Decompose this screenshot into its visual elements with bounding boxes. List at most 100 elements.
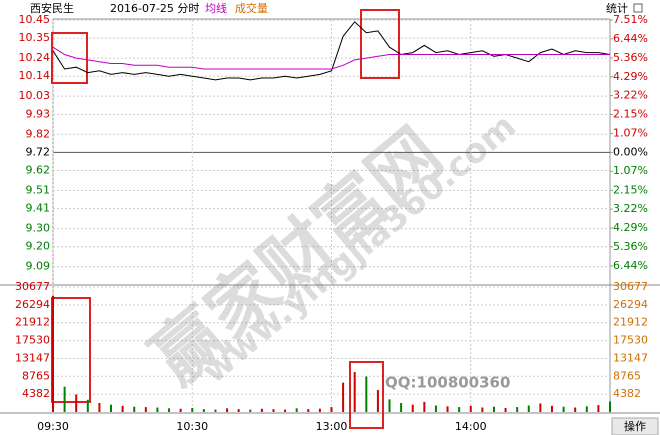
volume-bar [388, 399, 391, 412]
volume-bar [446, 406, 449, 412]
y2-tick-label: 2.15% [613, 183, 648, 196]
y-tick-label: 9.20 [26, 240, 51, 253]
y-tick-label: 10.14 [19, 69, 51, 82]
y2-tick-label: 7.51% [613, 13, 648, 26]
y-tick-label: 10.24 [19, 51, 51, 64]
volume-bar [376, 389, 379, 412]
volume-bar [121, 405, 124, 412]
average-line [52, 46, 610, 70]
y-tick-label: 17530 [15, 334, 50, 347]
volume-bar [609, 401, 611, 412]
volume-bar [597, 405, 600, 412]
y-tick-label: 9.30 [26, 222, 51, 235]
y-tick-label-right: 4382 [613, 387, 641, 400]
volume-bar [504, 407, 507, 412]
highlight-box [349, 361, 384, 429]
highlight-boxes [51, 9, 400, 429]
y2-tick-label: 5.36% [613, 240, 648, 253]
volume-bar [539, 403, 542, 412]
y2-tick-label: 2.15% [613, 107, 648, 120]
y-tick-label: 8765 [22, 369, 50, 382]
volume-bar [434, 405, 437, 412]
volume-bar [75, 394, 78, 412]
stats-button[interactable]: 统计 [606, 2, 628, 15]
volume-bar [342, 382, 345, 412]
y-tick-label: 10.03 [19, 89, 51, 102]
volume-bar [144, 407, 147, 412]
highlight-box [360, 9, 400, 79]
volume-bar [284, 409, 287, 412]
action-label[interactable]: 操作 [624, 419, 646, 433]
volume-bar [423, 401, 426, 412]
volume-bar [400, 403, 403, 412]
volume-bar [110, 404, 113, 412]
volume-bar [365, 376, 368, 412]
x-tick-label: 14:00 [455, 420, 487, 433]
volume-bar [469, 405, 472, 412]
volume-bar [202, 409, 205, 412]
y-tick-label: 4382 [22, 387, 50, 400]
y-tick-label: 21912 [15, 316, 50, 329]
y2-tick-label: 6.44% [613, 259, 648, 272]
y-tick-label: 10.35 [19, 31, 51, 44]
volume-bar [179, 408, 182, 412]
volume-bar [191, 407, 194, 412]
volume-bar [214, 409, 217, 412]
y2-tick-label: 1.07% [613, 164, 648, 177]
volume-bar [330, 407, 333, 412]
volume-bar [481, 407, 484, 412]
volume-bar [295, 408, 298, 412]
window-icon[interactable] [633, 3, 643, 13]
volume-bar [550, 405, 553, 412]
y-tick-label: 26294 [15, 298, 50, 311]
volume-bar [168, 408, 171, 412]
y2-tick-label: 3.22% [613, 202, 648, 215]
volume-bar [156, 407, 159, 412]
y2-tick-label: 4.29% [613, 70, 648, 83]
y-tick-label-right: 8765 [613, 369, 641, 382]
stock-name: 西安民生 [30, 1, 74, 15]
volume-bar [237, 409, 240, 412]
x-tick-label: 10:30 [176, 420, 208, 433]
y-tick-label: 30677 [15, 280, 50, 293]
volume-bar [86, 399, 89, 412]
x-tick-label: 13:00 [316, 420, 348, 433]
y-tick-label: 9.72 [26, 145, 51, 158]
y-tick-label-right: 30677 [613, 280, 648, 293]
volume-bar [307, 409, 310, 412]
volume-bar [98, 403, 101, 412]
volume-bar [516, 407, 519, 412]
volume-bar [272, 409, 275, 412]
volume-bar [411, 404, 414, 412]
y2-tick-label: 3.22% [613, 89, 648, 102]
y2-tick-label: 5.36% [613, 51, 648, 64]
y2-tick-label: 4.29% [613, 221, 648, 234]
volume-bar [458, 407, 461, 412]
legend-entry: 成交量 [235, 1, 268, 15]
watermark-qq: QQ:100800360 [385, 374, 510, 392]
legend-entry: 均线 [205, 1, 227, 15]
volume-bar [249, 409, 252, 412]
y-tick-label-right: 17530 [613, 334, 648, 347]
volume-bar [353, 372, 356, 412]
x-tick-label: 09:30 [37, 420, 69, 433]
volume-bar [318, 408, 321, 412]
y-tick-label-right: 26294 [613, 298, 648, 311]
price-line [52, 21, 611, 81]
volume-bar [562, 406, 565, 412]
action-button[interactable] [611, 417, 659, 435]
y-tick-label: 10.45 [19, 13, 51, 26]
y-tick-label: 9.93 [26, 107, 51, 120]
y-tick-label: 13147 [15, 351, 50, 364]
volume-bar [52, 295, 54, 412]
volume-bar [260, 408, 263, 412]
y-tick-label: 9.09 [26, 260, 51, 273]
volume-bar [574, 407, 577, 412]
volume-bar [527, 405, 530, 412]
y2-tick-label: 1.07% [613, 127, 648, 140]
volume-bar [492, 406, 495, 412]
y2-tick-label: 6.44% [613, 32, 648, 45]
